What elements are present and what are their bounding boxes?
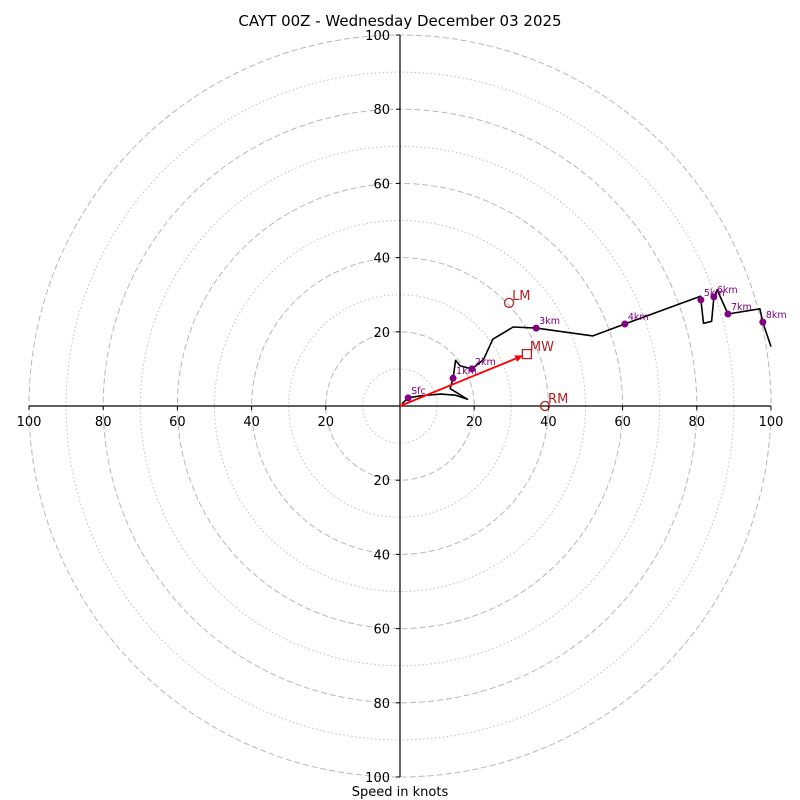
- mean-wind-arrow-head: [514, 355, 524, 362]
- x-tick-label: 80: [689, 415, 706, 430]
- height-label-6km: 6km: [717, 285, 738, 296]
- x-tick-label: 100: [17, 415, 42, 430]
- x-axis-label: Speed in knots: [352, 785, 449, 800]
- height-marker-5km: [697, 296, 705, 304]
- y-tick-label: 40: [373, 548, 390, 563]
- wind-trace-line: [401, 289, 772, 405]
- x-tick-label: 40: [540, 415, 557, 430]
- height-label-8km: 8km: [766, 310, 787, 321]
- x-tick-label: 100: [759, 415, 784, 430]
- y-tick-label: 80: [373, 697, 390, 712]
- y-tick-label: 60: [373, 623, 390, 638]
- y-tick-label: 100: [365, 29, 390, 44]
- height-marker-6km: [710, 293, 718, 301]
- height-marker-8km: [759, 318, 767, 326]
- height-label-7km: 7km: [731, 302, 752, 313]
- storm-label-MW: MW: [530, 340, 554, 355]
- x-tick-label: 60: [614, 415, 631, 430]
- tick-labels: 20 20 20 20 40 40 40 40 60 60 60 60 80 80 80 80 100 100 10…: [17, 29, 784, 786]
- storm-marker-MW: [521, 348, 533, 360]
- y-tick-label: 40: [373, 252, 390, 267]
- height-marker-2km: [468, 365, 476, 373]
- hodograph-trace: [401, 289, 772, 405]
- y-tick-label: 80: [373, 103, 390, 118]
- storm-motion-markers: LM MW RM: [503, 289, 568, 412]
- height-label-4km: 4km: [628, 312, 649, 323]
- height-marker-Sfc: [404, 394, 412, 402]
- x-tick-label: 80: [95, 415, 112, 430]
- mean-wind-vector: [399, 354, 524, 407]
- height-marker-3km: [532, 324, 540, 332]
- height-label-5km: 5km: [704, 288, 725, 299]
- height-marker-7km: [724, 310, 732, 318]
- storm-marker-RM: [539, 400, 551, 412]
- mean-wind-arrow-shaft: [399, 354, 524, 407]
- y-tick-label: 20: [373, 474, 390, 489]
- storm-label-RM: RM: [548, 392, 568, 407]
- height-label-3km: 3km: [539, 316, 560, 327]
- storm-marker-LM: [503, 297, 515, 309]
- storm-label-LM: LM: [512, 289, 530, 304]
- height-label-2km: 2km: [475, 357, 496, 368]
- x-tick-label: 20: [466, 415, 483, 430]
- height-label-1km: 1km: [456, 366, 477, 377]
- height-marker-1km: [449, 374, 457, 382]
- y-tick-label: 100: [365, 771, 390, 786]
- chart-title: CAYT 00Z - Wednesday December 03 2025: [238, 12, 562, 30]
- x-tick-label: 20: [318, 415, 335, 430]
- x-tick-label: 40: [243, 415, 260, 430]
- y-tick-label: 60: [373, 177, 390, 192]
- height-marker-4km: [621, 320, 629, 328]
- height-label-Sfc: Sfc: [411, 386, 426, 397]
- x-tick-label: 60: [169, 415, 186, 430]
- y-tick-label: 20: [373, 326, 390, 341]
